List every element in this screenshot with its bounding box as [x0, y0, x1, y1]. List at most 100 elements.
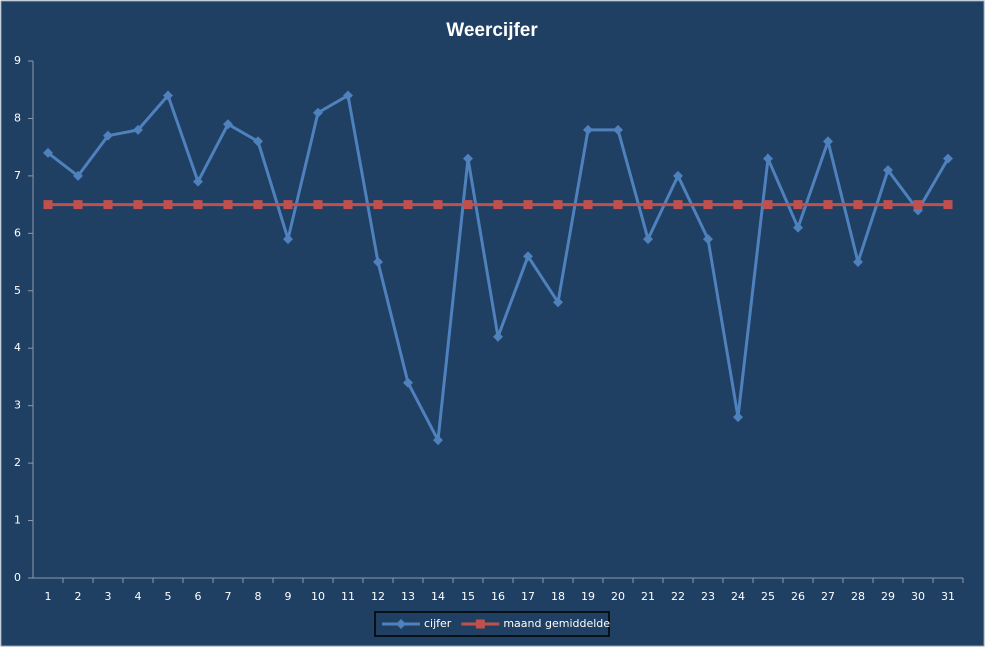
- y-tick-label: 6: [14, 226, 21, 239]
- data-point: [853, 257, 863, 268]
- data-point: [883, 165, 893, 176]
- legend-marker: [475, 619, 485, 629]
- x-tick-label: 17: [521, 590, 535, 603]
- data-point: [673, 170, 683, 181]
- data-point: [73, 170, 83, 181]
- data-point: [763, 200, 773, 210]
- data-point: [313, 200, 323, 210]
- data-point: [763, 153, 773, 164]
- data-point: [493, 331, 503, 342]
- data-point: [43, 200, 53, 210]
- legend-label: cijfer: [424, 617, 452, 630]
- x-tick-label: 2: [75, 590, 82, 603]
- x-tick-label: 3: [105, 590, 112, 603]
- x-tick-label: 23: [701, 590, 715, 603]
- legend-label: maand gemiddelde: [503, 617, 610, 630]
- y-tick-label: 0: [14, 571, 21, 584]
- x-tick-label: 6: [195, 590, 202, 603]
- x-tick-label: 4: [135, 590, 142, 603]
- x-tick-label: 13: [401, 590, 415, 603]
- data-point: [403, 200, 413, 210]
- x-tick-label: 18: [551, 590, 565, 603]
- data-point: [823, 136, 833, 147]
- data-point: [193, 176, 203, 187]
- data-point: [733, 200, 743, 210]
- x-tick-label: 21: [641, 590, 655, 603]
- data-point: [913, 200, 923, 210]
- data-point: [43, 147, 53, 158]
- data-point: [493, 200, 503, 210]
- data-point: [613, 200, 623, 210]
- data-point: [73, 200, 83, 210]
- data-point: [643, 200, 653, 210]
- x-tick-label: 14: [431, 590, 445, 603]
- x-tick-label: 20: [611, 590, 625, 603]
- data-point: [133, 124, 143, 135]
- data-point: [853, 200, 863, 210]
- chart-title: Weercijfer: [446, 20, 538, 41]
- data-point: [943, 153, 953, 164]
- data-point: [583, 200, 593, 210]
- x-tick-label: 22: [671, 590, 685, 603]
- x-tick-label: 15: [461, 590, 475, 603]
- data-point: [313, 107, 323, 118]
- data-point: [943, 200, 953, 210]
- data-point: [193, 200, 203, 210]
- data-point: [343, 200, 353, 210]
- x-tick-label: 7: [225, 590, 232, 603]
- x-tick-label: 1: [45, 590, 52, 603]
- data-point: [703, 234, 713, 245]
- y-tick-label: 5: [14, 284, 21, 297]
- y-tick-label: 9: [14, 54, 21, 67]
- data-point: [223, 119, 233, 130]
- data-point: [253, 200, 263, 210]
- data-point: [793, 222, 803, 233]
- data-point: [103, 200, 113, 210]
- data-point: [883, 200, 893, 210]
- data-point: [283, 200, 293, 210]
- data-point: [643, 234, 653, 245]
- data-point: [733, 412, 743, 423]
- data-point: [793, 200, 803, 210]
- data-point: [463, 153, 473, 164]
- data-point: [703, 200, 713, 210]
- data-point: [403, 377, 413, 388]
- y-tick-label: 2: [14, 456, 21, 469]
- x-tick-label: 16: [491, 590, 505, 603]
- y-tick-label: 1: [14, 514, 21, 527]
- x-tick-label: 29: [881, 590, 895, 603]
- data-point: [433, 200, 443, 210]
- data-point: [373, 257, 383, 268]
- data-point: [223, 200, 233, 210]
- x-tick-label: 31: [941, 590, 955, 603]
- data-point: [163, 200, 173, 210]
- x-tick-label: 30: [911, 590, 925, 603]
- y-tick-label: 7: [14, 169, 21, 182]
- x-tick-label: 27: [821, 590, 835, 603]
- x-tick-label: 28: [851, 590, 865, 603]
- data-point: [133, 200, 143, 210]
- x-tick-label: 5: [165, 590, 172, 603]
- x-tick-label: 24: [731, 590, 745, 603]
- data-point: [523, 251, 533, 262]
- y-tick-label: 8: [14, 111, 21, 124]
- data-point: [253, 136, 263, 147]
- data-point: [103, 130, 113, 141]
- data-point: [553, 200, 563, 210]
- data-point: [553, 297, 563, 308]
- x-tick-label: 11: [341, 590, 355, 603]
- data-point: [463, 200, 473, 210]
- data-point: [433, 435, 443, 446]
- data-point: [613, 124, 623, 135]
- data-point: [343, 90, 353, 101]
- x-tick-label: 8: [255, 590, 262, 603]
- x-tick-label: 10: [311, 590, 325, 603]
- x-tick-label: 19: [581, 590, 595, 603]
- y-tick-label: 4: [14, 341, 21, 354]
- data-point: [673, 200, 683, 210]
- data-point: [523, 200, 533, 210]
- x-tick-label: 12: [371, 590, 385, 603]
